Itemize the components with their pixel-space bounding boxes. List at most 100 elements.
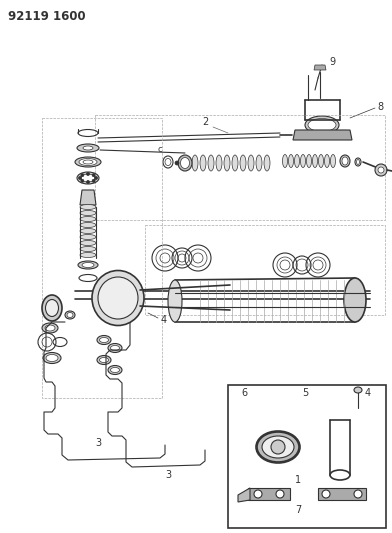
Text: 9: 9: [329, 57, 335, 67]
Ellipse shape: [80, 211, 96, 215]
Circle shape: [175, 161, 179, 165]
Ellipse shape: [42, 295, 62, 321]
Ellipse shape: [65, 311, 75, 319]
Ellipse shape: [83, 146, 93, 150]
Polygon shape: [80, 190, 96, 205]
Circle shape: [254, 490, 262, 498]
Ellipse shape: [111, 367, 120, 373]
Bar: [145, 225, 385, 315]
Bar: [318, 488, 366, 500]
Ellipse shape: [232, 155, 238, 171]
Ellipse shape: [43, 352, 61, 364]
Circle shape: [322, 490, 330, 498]
Circle shape: [375, 164, 387, 176]
Ellipse shape: [342, 157, 348, 165]
Ellipse shape: [97, 356, 111, 365]
Ellipse shape: [80, 253, 96, 257]
Ellipse shape: [80, 240, 96, 246]
Text: 5: 5: [302, 388, 308, 398]
Ellipse shape: [305, 116, 339, 134]
Text: 4: 4: [365, 388, 371, 398]
Text: 2: 2: [202, 117, 208, 127]
Ellipse shape: [100, 358, 109, 362]
Ellipse shape: [200, 155, 206, 171]
Ellipse shape: [325, 155, 330, 167]
Ellipse shape: [75, 157, 101, 167]
Text: 6: 6: [241, 388, 247, 398]
Text: 3: 3: [165, 470, 171, 480]
Ellipse shape: [224, 155, 230, 171]
Text: c: c: [158, 146, 162, 155]
Polygon shape: [314, 65, 326, 70]
Ellipse shape: [111, 345, 120, 351]
Text: 7: 7: [295, 505, 301, 515]
Circle shape: [87, 181, 89, 183]
Ellipse shape: [318, 155, 323, 167]
Ellipse shape: [100, 337, 109, 343]
Ellipse shape: [80, 216, 96, 222]
Ellipse shape: [82, 262, 94, 268]
Ellipse shape: [81, 174, 95, 182]
Ellipse shape: [289, 155, 294, 167]
Ellipse shape: [78, 261, 98, 269]
Ellipse shape: [80, 222, 96, 228]
Circle shape: [276, 490, 284, 498]
Ellipse shape: [180, 157, 189, 168]
Bar: [228, 385, 386, 528]
Circle shape: [78, 176, 82, 180]
Circle shape: [94, 176, 98, 180]
Ellipse shape: [80, 205, 96, 209]
Ellipse shape: [168, 280, 182, 322]
Ellipse shape: [248, 155, 254, 171]
Ellipse shape: [98, 277, 138, 319]
Ellipse shape: [80, 235, 96, 239]
Ellipse shape: [240, 155, 246, 171]
Ellipse shape: [307, 155, 312, 167]
Ellipse shape: [77, 172, 99, 184]
Ellipse shape: [178, 155, 192, 171]
Ellipse shape: [271, 440, 285, 454]
Ellipse shape: [344, 278, 366, 322]
Circle shape: [81, 179, 84, 182]
Ellipse shape: [80, 229, 96, 233]
Circle shape: [87, 173, 89, 175]
Text: 92119 1600: 92119 1600: [8, 10, 85, 23]
Bar: [95, 115, 385, 220]
Text: 8: 8: [377, 102, 383, 112]
Ellipse shape: [45, 300, 58, 317]
Ellipse shape: [108, 343, 122, 352]
Circle shape: [378, 167, 384, 173]
Ellipse shape: [262, 436, 294, 458]
Polygon shape: [238, 488, 250, 502]
Ellipse shape: [80, 246, 96, 252]
Ellipse shape: [294, 155, 299, 167]
Text: 4: 4: [161, 315, 167, 325]
Ellipse shape: [108, 366, 122, 375]
Ellipse shape: [77, 144, 99, 152]
Ellipse shape: [42, 323, 58, 333]
Ellipse shape: [330, 155, 336, 167]
Ellipse shape: [208, 155, 214, 171]
Ellipse shape: [46, 354, 58, 361]
Ellipse shape: [354, 387, 362, 393]
Circle shape: [81, 174, 84, 176]
Ellipse shape: [97, 335, 111, 344]
Circle shape: [92, 174, 95, 176]
Ellipse shape: [340, 155, 350, 167]
Ellipse shape: [301, 155, 305, 167]
Text: 3: 3: [95, 438, 101, 448]
Polygon shape: [293, 130, 352, 140]
Circle shape: [354, 490, 362, 498]
Ellipse shape: [308, 118, 336, 132]
Ellipse shape: [257, 432, 299, 462]
Ellipse shape: [216, 155, 222, 171]
Ellipse shape: [256, 155, 262, 171]
Bar: [42, 118, 162, 398]
Ellipse shape: [92, 271, 144, 326]
Ellipse shape: [283, 155, 287, 167]
Circle shape: [92, 179, 95, 182]
Ellipse shape: [264, 155, 270, 171]
Text: 1: 1: [295, 475, 301, 485]
Ellipse shape: [79, 158, 97, 166]
Ellipse shape: [192, 155, 198, 171]
